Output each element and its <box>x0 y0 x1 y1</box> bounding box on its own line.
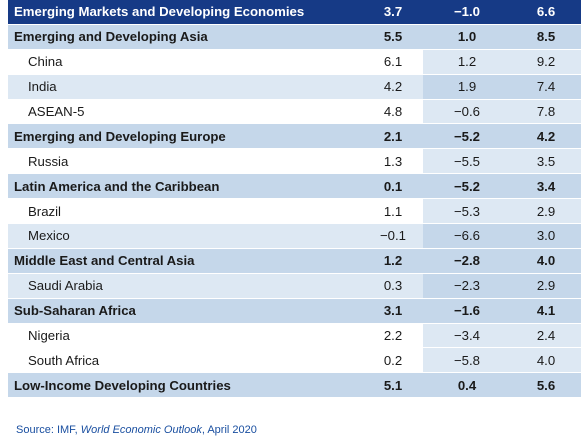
row-region-label: India <box>8 74 363 99</box>
header-region-label: Emerging Markets and Developing Economie… <box>14 4 305 20</box>
row-value-1: 2.2 <box>363 323 423 348</box>
row-value-1: 5.1 <box>363 373 423 398</box>
table-row: Saudi Arabia 0.3 −2.3 2.9 <box>8 273 581 299</box>
row-value-3: 4.2 <box>511 124 581 149</box>
row-value-1: 4.2 <box>363 74 423 99</box>
row-region-label: Sub-Saharan Africa <box>8 298 363 323</box>
row-value-1: 0.2 <box>363 348 423 373</box>
table-body: Emerging and Developing Asia 5.5 1.0 8.5 Chi… <box>8 24 581 399</box>
table-row: China 6.1 1.2 9.2 <box>8 49 581 75</box>
row-region-label: Emerging and Developing Asia <box>8 24 363 49</box>
row-value-1: 2.1 <box>363 124 423 149</box>
row-value-2: −2.8 <box>423 248 511 273</box>
row-value-2: 1.0 <box>423 24 511 49</box>
source-note: Source: IMF, World Economic Outlook, Apr… <box>16 424 257 436</box>
table-group-row: Low-Income Developing Countries 5.1 0.4 5.6 <box>8 373 581 399</box>
table-row: India 4.2 1.9 7.4 <box>8 74 581 100</box>
table-group-row: Emerging and Developing Asia 5.5 1.0 8.5 <box>8 24 581 50</box>
row-value-2: 1.9 <box>423 74 511 99</box>
row-value-2: −3.4 <box>423 323 511 348</box>
row-region-label: Latin America and the Caribbean <box>8 174 363 199</box>
table-row: Mexico −0.1 −6.6 3.0 <box>8 224 581 249</box>
table-group-row: Emerging and Developing Europe 2.1 −5.2 4.2 <box>8 124 581 150</box>
row-value-1: −0.1 <box>363 224 423 248</box>
row-value-1: 3.1 <box>363 298 423 323</box>
row-value-1: 1.3 <box>363 149 423 174</box>
row-region-label: Saudi Arabia <box>8 273 363 298</box>
row-region-label: Russia <box>8 149 363 174</box>
row-value-2: −5.2 <box>423 124 511 149</box>
source-suffix: , April 2020 <box>201 424 257 436</box>
row-value-3: 3.0 <box>511 224 581 248</box>
row-value-3: 4.0 <box>511 348 581 373</box>
row-value-2: 0.4 <box>423 373 511 398</box>
row-value-3: 4.1 <box>511 298 581 323</box>
row-region-label: ASEAN-5 <box>8 99 363 124</box>
header-value-1: 3.7 <box>363 0 423 24</box>
row-region-label: China <box>8 49 363 74</box>
row-region-label: Emerging and Developing Europe <box>8 124 363 149</box>
row-value-3: 7.8 <box>511 99 581 124</box>
row-value-3: 3.4 <box>511 174 581 199</box>
row-value-3: 2.9 <box>511 199 581 224</box>
row-value-3: 2.4 <box>511 323 581 348</box>
row-value-3: 9.2 <box>511 49 581 74</box>
row-value-1: 1.2 <box>363 248 423 273</box>
growth-projections-table: Emerging Markets and Developing Economie… <box>8 0 581 399</box>
table-header-row: Emerging Markets and Developing Economie… <box>8 0 581 25</box>
row-value-3: 5.6 <box>511 373 581 398</box>
row-value-1: 1.1 <box>363 199 423 224</box>
table-group-row: Latin America and the Caribbean 0.1 −5.2 3.… <box>8 174 581 200</box>
row-value-1: 5.5 <box>363 24 423 49</box>
row-region-label: Mexico <box>8 224 363 248</box>
source-prefix: Source: IMF, <box>16 424 81 436</box>
row-region-label: Nigeria <box>8 323 363 348</box>
row-value-3: 3.5 <box>511 149 581 174</box>
header-value-3: 6.6 <box>511 0 581 24</box>
table-row: ASEAN-5 4.8 −0.6 7.8 <box>8 99 581 125</box>
row-value-1: 0.1 <box>363 174 423 199</box>
row-value-2: −5.5 <box>423 149 511 174</box>
table-row: South Africa 0.2 −5.8 4.0 <box>8 348 581 374</box>
row-value-1: 4.8 <box>363 99 423 124</box>
table-row: Brazil 1.1 −5.3 2.9 <box>8 199 581 225</box>
row-value-3: 8.5 <box>511 24 581 49</box>
row-value-2: 1.2 <box>423 49 511 74</box>
row-value-2: −5.2 <box>423 174 511 199</box>
row-region-label: Low-Income Developing Countries <box>8 373 363 398</box>
row-region-label: Brazil <box>8 199 363 224</box>
row-value-3: 7.4 <box>511 74 581 99</box>
row-value-2: −1.6 <box>423 298 511 323</box>
row-region-label: South Africa <box>8 348 363 373</box>
row-value-1: 0.3 <box>363 273 423 298</box>
row-value-2: −6.6 <box>423 224 511 248</box>
row-value-3: 4.0 <box>511 248 581 273</box>
table-group-row: Sub-Saharan Africa 3.1 −1.6 4.1 <box>8 298 581 324</box>
row-region-label: Middle East and Central Asia <box>8 248 363 273</box>
table-row: Nigeria 2.2 −3.4 2.4 <box>8 323 581 349</box>
table-group-row: Middle East and Central Asia 1.2 −2.8 4.0 <box>8 248 581 274</box>
row-value-2: −5.8 <box>423 348 511 373</box>
header-value-2: −1.0 <box>423 0 511 24</box>
row-value-2: −0.6 <box>423 99 511 124</box>
row-value-2: −2.3 <box>423 273 511 298</box>
row-value-3: 2.9 <box>511 273 581 298</box>
source-title: World Economic Outlook <box>80 424 202 436</box>
row-value-1: 6.1 <box>363 49 423 74</box>
row-value-2: −5.3 <box>423 199 511 224</box>
table-row: Russia 1.3 −5.5 3.5 <box>8 149 581 175</box>
